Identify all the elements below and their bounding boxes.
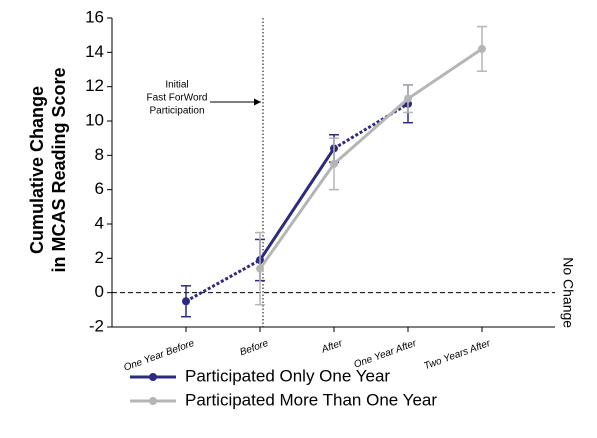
y-tick-label: -2 (89, 316, 104, 335)
annotation: Fast ForWord (147, 93, 208, 104)
series-line (258, 163, 336, 270)
x-tick-label: Two Years After (423, 338, 493, 372)
series-line (185, 258, 261, 303)
legend-label: Participated Only One Year (185, 366, 390, 385)
y-tick-label: 2 (95, 248, 104, 267)
y-tick-label: 8 (95, 145, 104, 164)
y-tick-label: 6 (95, 179, 104, 198)
y-tick-label: 0 (95, 282, 104, 301)
series-line (333, 97, 409, 166)
y-tick-label: 4 (95, 213, 104, 232)
y-axis-label: Cumulative Change (27, 86, 47, 254)
point (404, 94, 412, 103)
series-line (258, 147, 336, 261)
annotation: Participation (149, 106, 204, 117)
series-line (407, 47, 483, 100)
legend-marker (149, 397, 157, 405)
y-tick-label: 12 (85, 76, 104, 95)
point (182, 297, 190, 306)
legend-label: Participated More Than One Year (185, 390, 437, 409)
point (256, 264, 264, 273)
series-line (333, 102, 409, 150)
y-tick-label: 16 (85, 7, 104, 26)
y-axis-label: in MCAS Reading Score (49, 67, 69, 272)
annotation: Initial (165, 80, 188, 91)
y-tick-label: 14 (85, 42, 104, 61)
point (478, 44, 486, 53)
legend-marker (149, 373, 157, 381)
zero-line-label: No Change (560, 257, 576, 328)
y-tick-label: 10 (85, 110, 104, 129)
arrow-head (254, 98, 261, 106)
x-tick-label: After (319, 338, 344, 356)
point (330, 159, 338, 168)
x-tick-label: Before (238, 338, 270, 359)
